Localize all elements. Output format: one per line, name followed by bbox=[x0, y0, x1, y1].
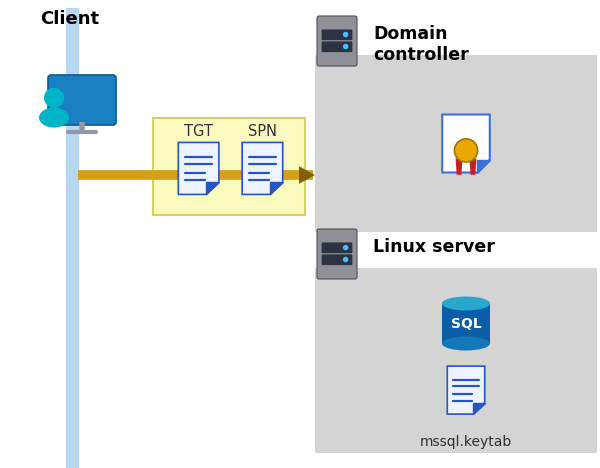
Polygon shape bbox=[270, 182, 283, 194]
Text: TGT: TGT bbox=[184, 124, 213, 139]
Circle shape bbox=[343, 32, 349, 37]
Polygon shape bbox=[442, 304, 490, 344]
FancyBboxPatch shape bbox=[153, 118, 305, 215]
Circle shape bbox=[343, 44, 349, 49]
FancyBboxPatch shape bbox=[315, 55, 597, 232]
FancyBboxPatch shape bbox=[322, 29, 352, 40]
Text: Client: Client bbox=[40, 10, 100, 28]
Ellipse shape bbox=[442, 336, 490, 351]
Ellipse shape bbox=[39, 108, 69, 128]
Polygon shape bbox=[473, 402, 485, 414]
Text: Domain
controller: Domain controller bbox=[373, 25, 469, 64]
FancyBboxPatch shape bbox=[317, 229, 357, 279]
Polygon shape bbox=[447, 366, 485, 414]
Circle shape bbox=[343, 245, 349, 250]
Polygon shape bbox=[299, 166, 315, 184]
FancyBboxPatch shape bbox=[322, 255, 352, 265]
FancyBboxPatch shape bbox=[48, 75, 116, 125]
Circle shape bbox=[44, 88, 64, 108]
Polygon shape bbox=[206, 182, 219, 194]
Circle shape bbox=[454, 139, 478, 162]
Polygon shape bbox=[455, 159, 463, 175]
FancyBboxPatch shape bbox=[322, 242, 352, 253]
Text: SPN: SPN bbox=[248, 124, 277, 139]
Polygon shape bbox=[477, 160, 490, 173]
Polygon shape bbox=[469, 159, 476, 175]
Text: SQL: SQL bbox=[451, 316, 481, 330]
FancyBboxPatch shape bbox=[315, 268, 597, 453]
Ellipse shape bbox=[442, 297, 490, 310]
Polygon shape bbox=[178, 142, 219, 194]
Polygon shape bbox=[242, 142, 283, 194]
Circle shape bbox=[343, 257, 349, 262]
Text: mssql.keytab: mssql.keytab bbox=[420, 435, 512, 449]
FancyBboxPatch shape bbox=[322, 41, 352, 52]
Polygon shape bbox=[442, 115, 490, 173]
Text: Linux server: Linux server bbox=[373, 238, 495, 256]
FancyBboxPatch shape bbox=[317, 16, 357, 66]
